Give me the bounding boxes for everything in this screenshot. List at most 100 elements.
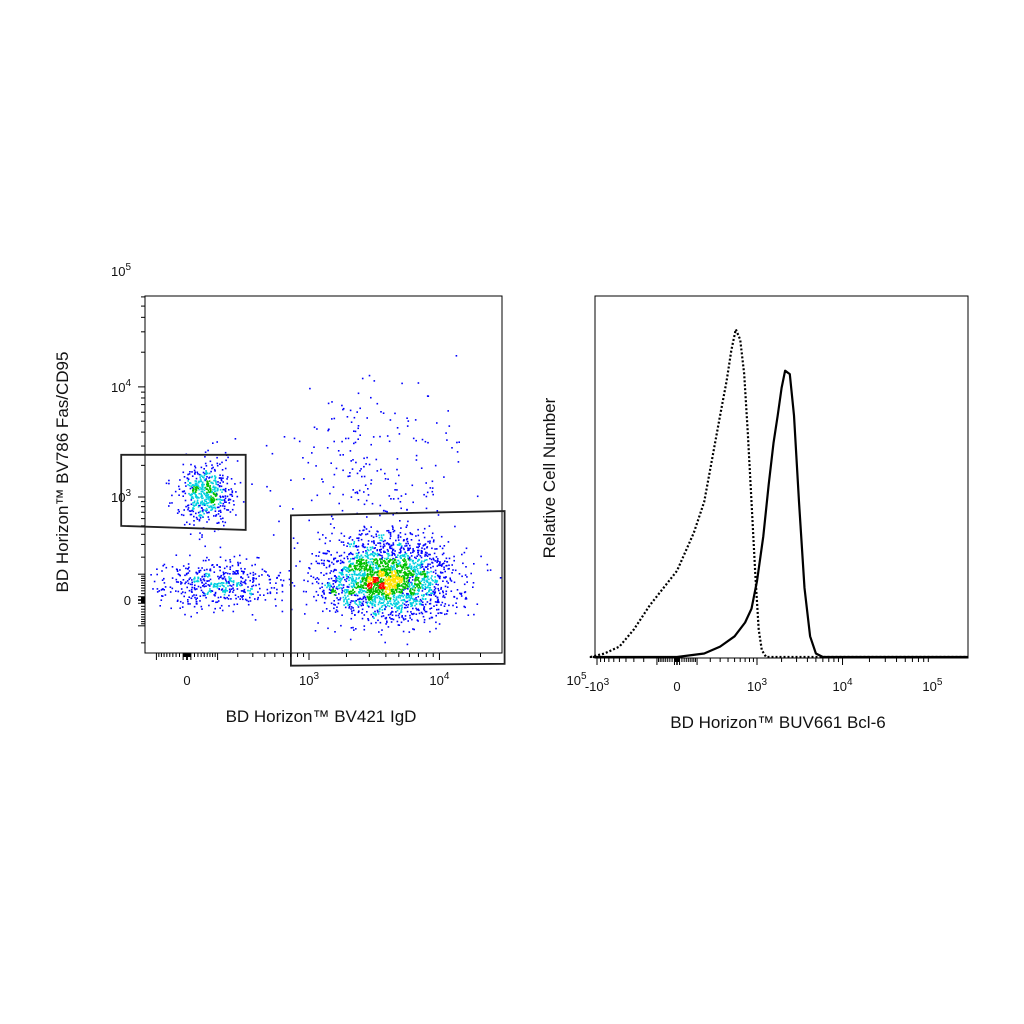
event-dot [368,591,370,593]
event-dot [400,495,403,497]
event-dot [456,606,458,608]
event-dot [380,581,383,584]
event-dot [429,542,431,544]
event-dot [178,510,180,513]
event-dot [375,566,378,569]
event-dot [366,596,369,599]
event-dot [198,492,200,495]
event-dot [206,504,209,507]
event-dot [424,559,426,562]
event-dot [368,599,370,601]
event-dot [385,576,388,579]
event-dot [457,461,460,463]
event-dot [363,575,365,578]
event-dot [210,476,213,479]
event-dot [222,488,224,491]
event-dot [188,523,191,525]
event-dot [239,481,242,484]
event-dot [384,566,387,568]
event-dot [283,436,286,438]
event-dot [365,552,367,554]
event-dot [338,583,340,586]
event-dot [417,571,420,574]
event-dot [196,588,198,590]
event-dot [219,569,221,572]
event-dot [334,568,336,571]
event-dot [391,579,393,582]
event-dot [406,585,409,587]
event-dot [355,578,358,580]
event-dot [349,603,351,606]
event-dot [456,597,458,600]
event-dot [329,523,332,525]
event-dot [382,596,385,598]
event-dot [372,598,374,601]
event-dot [394,570,396,572]
event-dot [396,609,399,612]
event-dot [350,543,352,545]
event-dot [379,539,382,542]
event-dot [180,592,183,595]
event-dot [465,598,468,600]
event-dot [366,548,369,551]
event-dot [332,486,335,488]
event-dot [393,590,395,593]
event-dot [201,507,203,509]
event-dot [372,589,374,591]
event-dot [357,574,360,576]
event-dot [237,561,239,564]
event-dot [168,479,170,482]
event-dot [194,473,196,475]
event-dot [185,572,188,575]
event-dot [374,595,377,598]
event-dot [369,579,372,581]
event-dot [331,418,333,420]
event-dot [409,598,412,600]
event-dot [409,572,412,574]
event-dot [417,564,420,567]
event-dot [341,440,343,443]
event-dot [368,463,371,466]
event-dot [251,588,253,590]
event-dot [386,602,388,605]
event-dot [197,580,200,583]
event-dot [386,588,389,590]
event-dot [361,533,363,535]
event-dot [410,602,413,604]
event-dot [379,554,381,557]
event-dot [402,571,405,574]
event-dot [330,585,333,588]
event-dot [381,605,384,607]
event-dot [169,502,171,504]
event-dot [344,598,347,600]
event-dot [370,535,373,537]
event-dot [417,543,419,545]
event-dot [335,609,338,611]
event-dot [229,493,231,496]
event-dot [185,581,187,583]
event-dot [363,577,366,580]
event-dot [335,576,338,578]
event-dot [349,593,352,595]
event-dot [380,568,383,571]
event-dot [213,611,215,614]
event-dot [243,570,245,573]
event-dot [418,609,420,612]
event-dot [419,565,422,567]
event-dot [189,471,191,473]
event-dot [381,629,383,631]
event-dot [416,600,419,602]
event-dot [396,572,399,574]
event-dot [401,594,403,597]
event-dot [361,475,363,478]
gate-2[interactable] [289,510,506,667]
event-dot [415,573,417,575]
event-dot [216,488,219,490]
event-dot [276,588,278,591]
gate-1[interactable] [120,453,247,531]
event-dot [419,581,421,584]
event-dot [366,577,369,580]
event-dot [223,499,226,501]
event-dot [381,593,383,596]
event-dot [439,575,441,578]
